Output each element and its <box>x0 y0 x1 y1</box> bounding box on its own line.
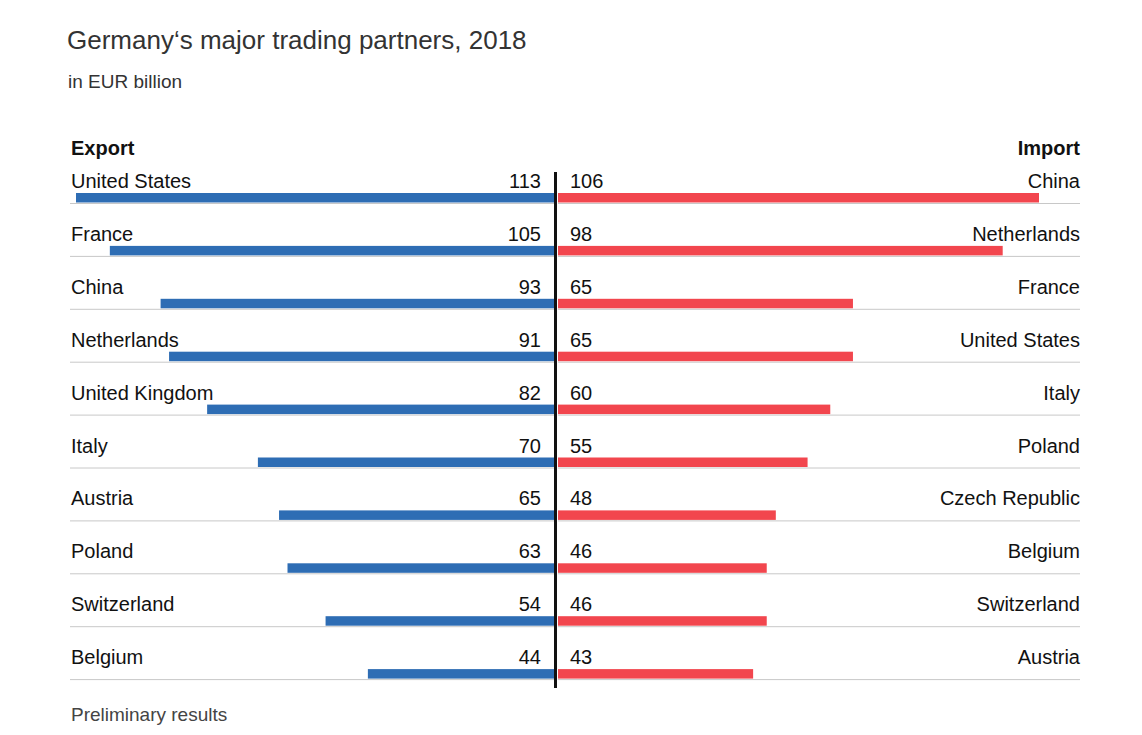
note: Preliminary results <box>71 704 227 725</box>
category-label: China <box>1028 170 1081 192</box>
row-separator <box>558 362 1080 363</box>
row-separator <box>70 679 554 680</box>
bar <box>169 352 554 362</box>
row-separator <box>558 468 1080 469</box>
bar <box>558 246 1003 256</box>
category-label: United Kingdom <box>71 382 213 404</box>
bar <box>110 246 554 256</box>
category-label: Austria <box>1018 646 1081 668</box>
category-label: United States <box>71 170 191 192</box>
category-label: France <box>71 223 133 245</box>
row-separator <box>558 679 1080 680</box>
row-separator <box>558 203 1080 204</box>
row-separator <box>70 256 554 257</box>
labels: China 106 Netherlands 98 France 65 United Stat… <box>570 170 1081 668</box>
data-label: 105 <box>508 223 541 245</box>
data-label: 98 <box>570 223 592 245</box>
panel-title: Import <box>1018 137 1081 159</box>
row-separator <box>558 309 1080 310</box>
bar <box>326 616 554 626</box>
bar <box>76 193 554 203</box>
bar <box>558 458 808 468</box>
row-separator <box>70 573 554 574</box>
export-panel: Export United States 113 France 105 China 93 Ne… <box>70 137 554 680</box>
bar <box>558 616 767 626</box>
bar <box>288 563 554 573</box>
bar <box>558 669 753 679</box>
category-label: Italy <box>1043 382 1080 404</box>
data-label: 93 <box>519 276 541 298</box>
data-label: 44 <box>519 646 541 668</box>
center-axis <box>554 172 557 688</box>
row-separator <box>70 203 554 204</box>
row-separator <box>70 626 554 627</box>
page: {"title": "Germany‘s major trading partn… <box>0 0 1142 735</box>
category-label: Switzerland <box>71 593 174 615</box>
bar <box>558 299 853 309</box>
category-label: Austria <box>71 487 134 509</box>
data-label: 65 <box>570 276 592 298</box>
category-label: Italy <box>71 435 108 457</box>
row-separator <box>558 626 1080 627</box>
row-separator <box>558 415 1080 416</box>
row-separator <box>70 362 554 363</box>
row-separator <box>558 520 1080 521</box>
bar <box>558 510 776 520</box>
import-panel: Import China 106 Netherlands 98 France 65 Unite… <box>558 137 1081 680</box>
category-label: Poland <box>71 540 133 562</box>
row-separator <box>70 520 554 521</box>
bar <box>558 352 853 362</box>
category-label: Netherlands <box>71 329 179 351</box>
data-label: 43 <box>570 646 592 668</box>
data-label: 55 <box>570 435 592 457</box>
bars <box>558 193 1039 679</box>
bar <box>258 458 554 468</box>
data-label: 48 <box>570 487 592 509</box>
data-label: 106 <box>570 170 603 192</box>
row-separator <box>558 256 1080 257</box>
row-separator <box>558 573 1080 574</box>
title: Germany‘s major trading partners, 2018 <box>67 25 527 55</box>
data-label: 91 <box>519 329 541 351</box>
bar <box>368 669 554 679</box>
data-label: 60 <box>570 382 592 404</box>
row-separator <box>70 415 554 416</box>
category-label: Czech Republic <box>940 487 1080 509</box>
bar <box>207 405 554 415</box>
category-label: Netherlands <box>972 223 1080 245</box>
category-label: United States <box>960 329 1080 351</box>
labels: United States 113 France 105 China 93 Netherla… <box>71 170 541 668</box>
data-label: 113 <box>509 170 541 192</box>
data-label: 70 <box>519 435 541 457</box>
category-label: Switzerland <box>977 593 1080 615</box>
chart-root: Germany‘s major trading partners, 2018 in… <box>0 0 1142 735</box>
subtitle: in EUR billion <box>68 71 182 92</box>
row-separator <box>70 468 554 469</box>
category-label: Belgium <box>1008 540 1080 562</box>
data-label: 63 <box>519 540 541 562</box>
row-separators <box>70 204 554 680</box>
data-label: 65 <box>570 329 592 351</box>
data-label: 54 <box>519 593 541 615</box>
data-label: 46 <box>570 540 592 562</box>
panel-title: Export <box>71 137 135 159</box>
bar <box>558 405 830 415</box>
bar <box>279 510 554 520</box>
bar <box>161 299 554 309</box>
bar <box>558 563 767 573</box>
category-label: China <box>71 276 124 298</box>
data-label: 46 <box>570 593 592 615</box>
bar <box>558 193 1039 203</box>
data-label: 82 <box>519 382 541 404</box>
row-separator <box>70 309 554 310</box>
data-label: 65 <box>519 487 541 509</box>
category-label: Poland <box>1018 435 1080 457</box>
row-separators <box>558 204 1080 680</box>
category-label: Belgium <box>71 646 143 668</box>
category-label: France <box>1018 276 1080 298</box>
